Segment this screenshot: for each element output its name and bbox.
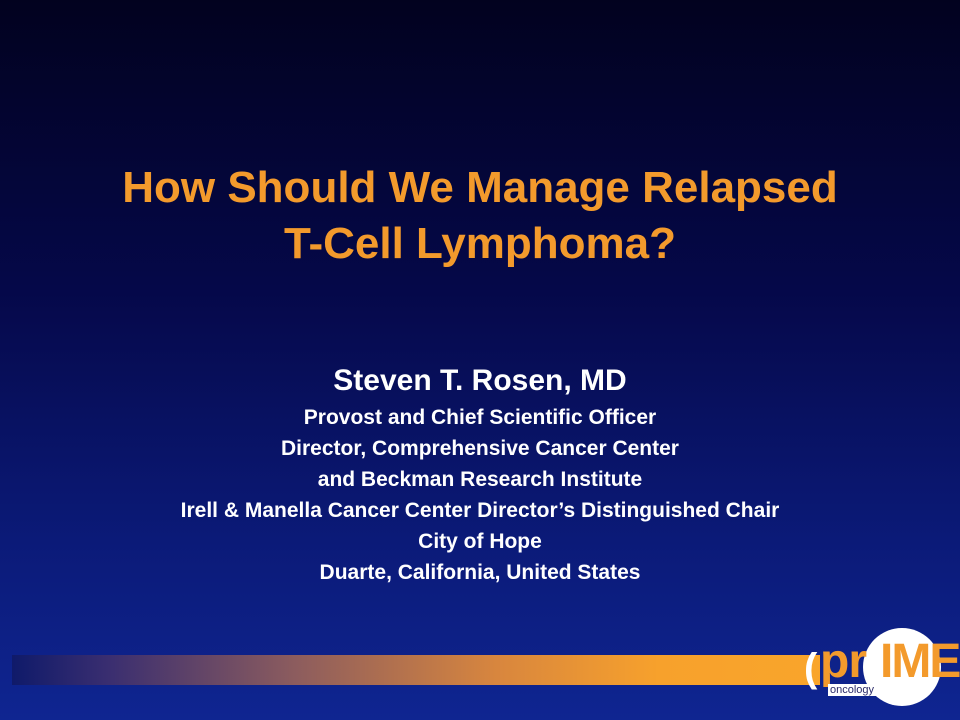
- presenter-line: and Beckman Research Institute: [317, 468, 643, 491]
- logo-text-pr: pr: [820, 635, 867, 688]
- presenter-line: Provost and Chief Scientific Officer: [303, 406, 657, 429]
- logo-paren: (: [804, 646, 818, 690]
- prime-oncology-logo: ( pr IME oncology: [800, 622, 960, 712]
- presenter-name: Steven T. Rosen, MD: [333, 364, 627, 397]
- footer-gradient-bar: [12, 655, 820, 685]
- presenter-info: Steven T. Rosen, MD Provost and Chief Sc…: [0, 362, 960, 588]
- presenter-line: City of Hope: [418, 530, 542, 553]
- presenter-line: Director, Comprehensive Cancer Center: [281, 437, 679, 460]
- title-line-1: How Should We Manage Relapsed: [122, 163, 838, 212]
- logo-text-ime: IME: [880, 635, 960, 688]
- presenter-line: Irell & Manella Cancer Center Director’s…: [180, 499, 780, 522]
- slide-title: How Should We Manage Relapsed T-Cell Lym…: [0, 160, 960, 272]
- presenter-line: Duarte, California, United States: [319, 561, 641, 584]
- logo-subtext: oncology: [828, 684, 877, 696]
- title-line-2: T-Cell Lymphoma?: [284, 219, 676, 268]
